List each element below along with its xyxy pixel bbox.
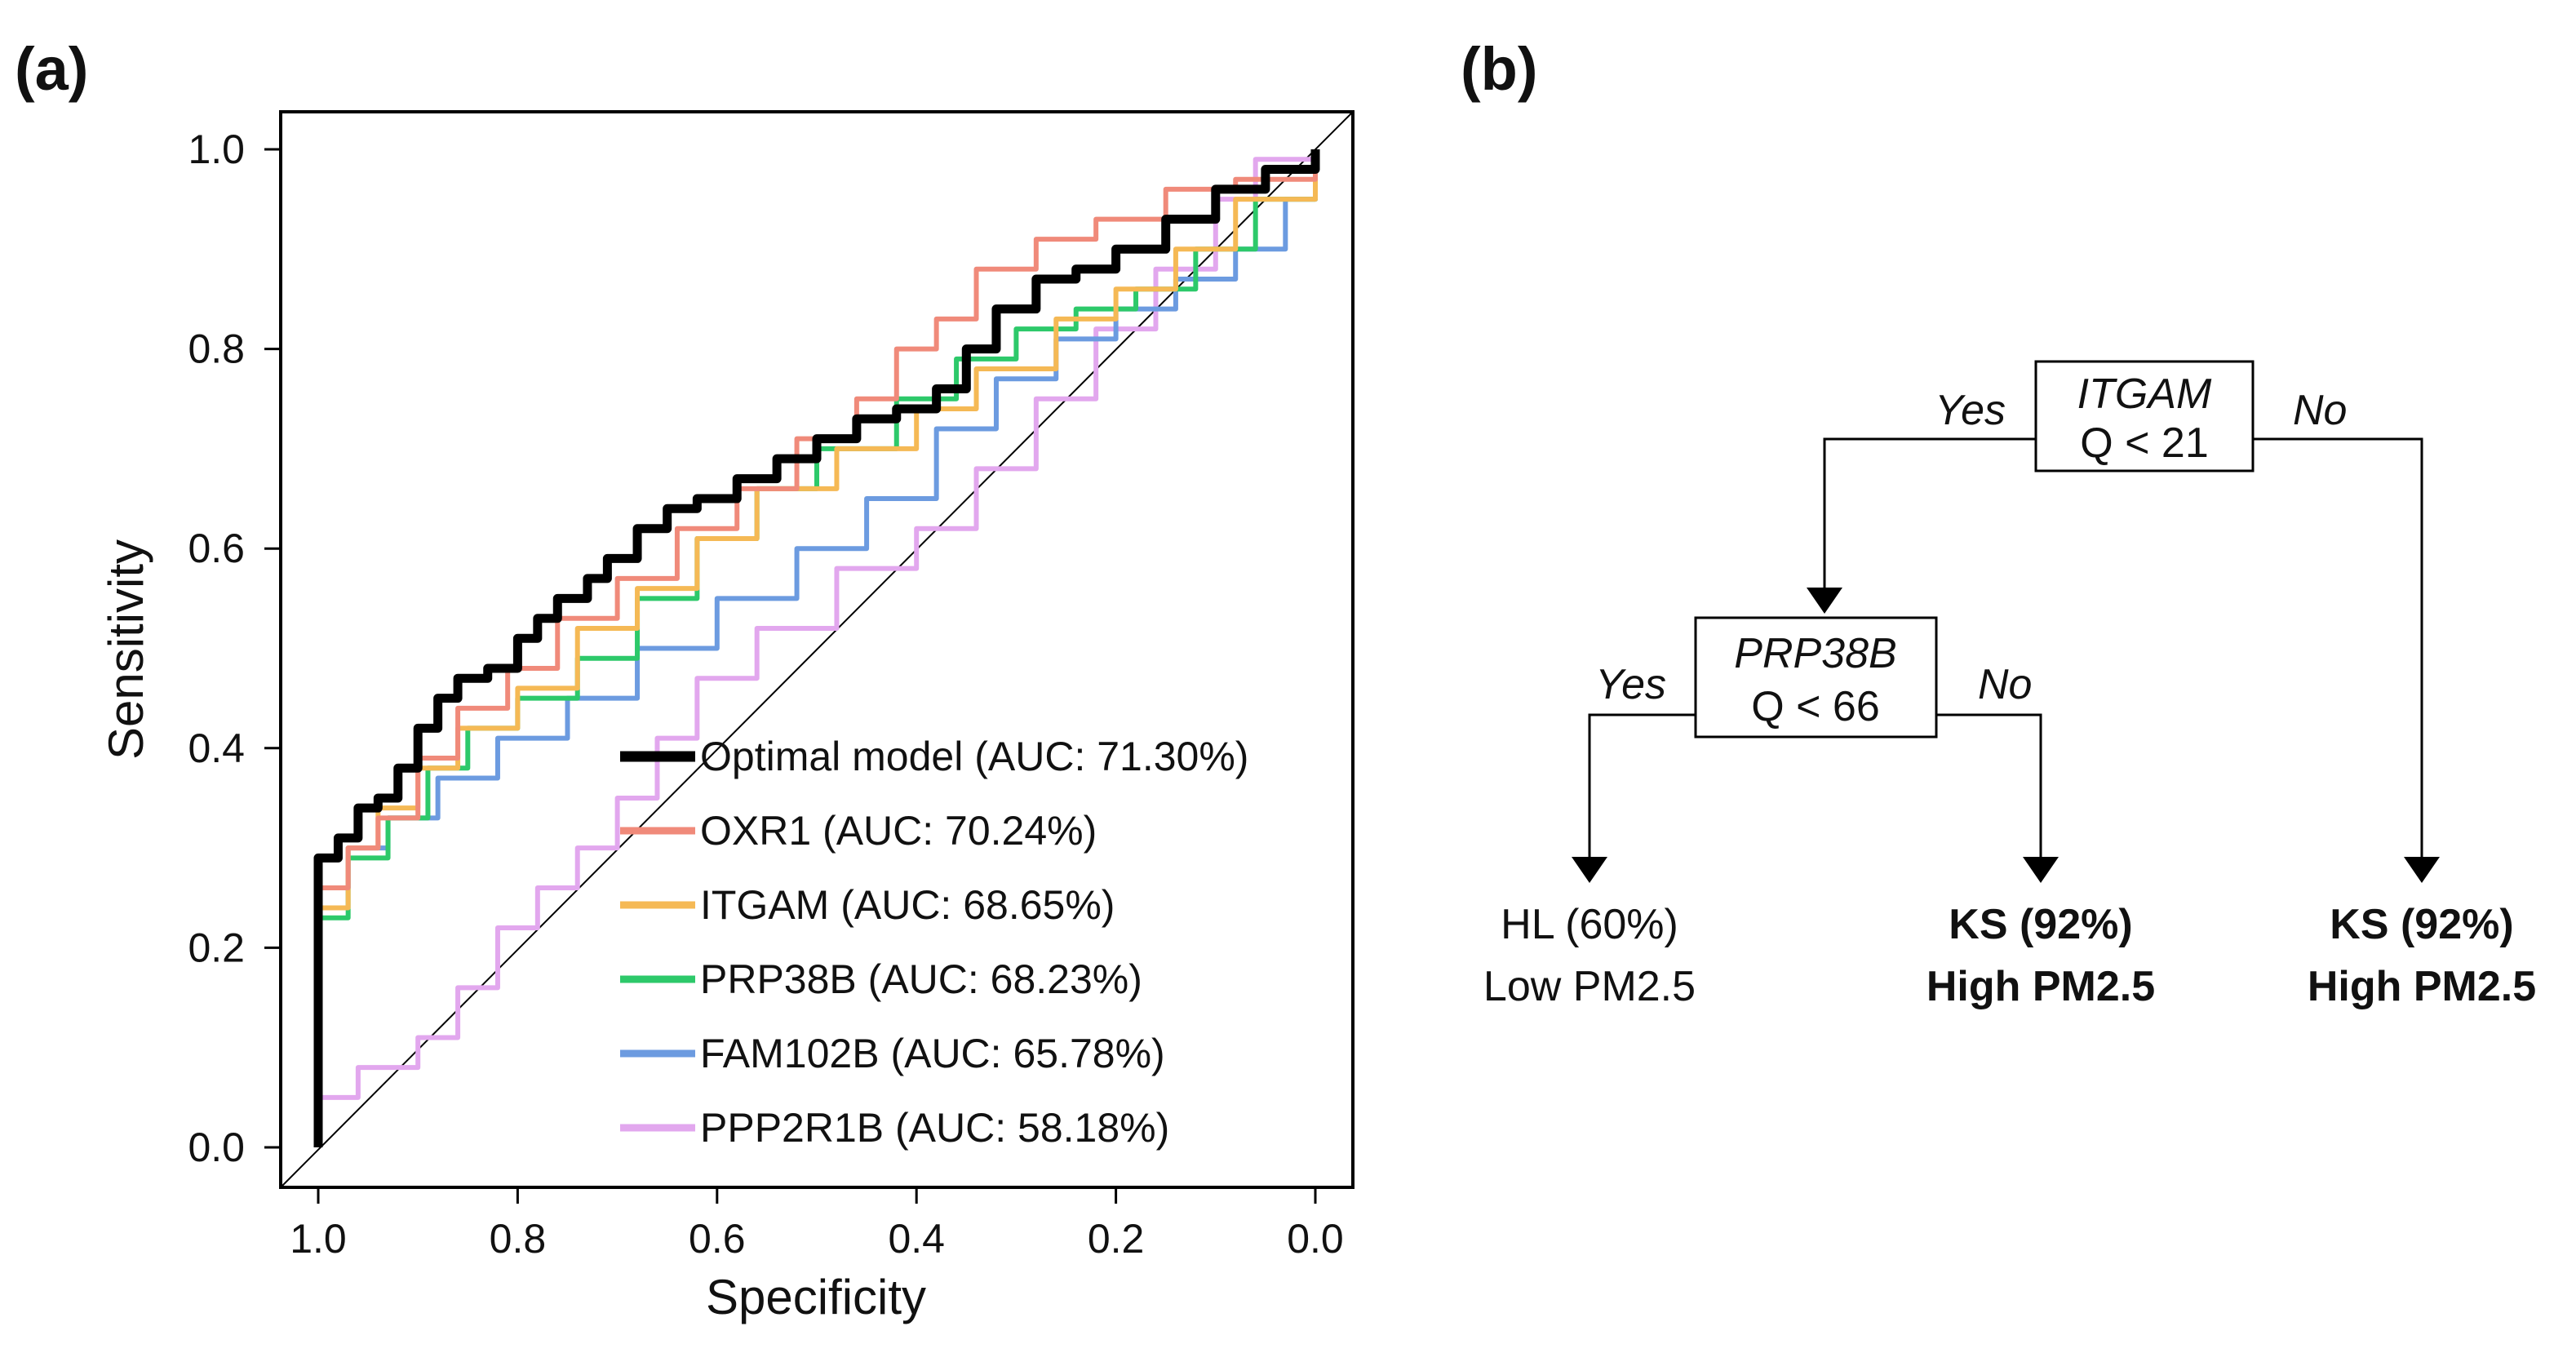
legend: Optimal model (AUC: 71.30%) OXR1 (AUC: 70… bbox=[620, 734, 1248, 1151]
legend-label: PRP38B (AUC: 68.23%) bbox=[700, 956, 1142, 1002]
root-node-condition: Q < 21 bbox=[2080, 419, 2209, 467]
root-yes-branch bbox=[1823, 437, 2037, 589]
inner-node-condition: Q < 66 bbox=[1751, 683, 1880, 730]
roc-chart: 1.0 0.8 0.6 0.4 0.2 0.0 0.0 0.2 0.4 0.6 0.8 1.0 Opt… bbox=[99, 110, 1355, 1324]
y-tick-label: 1.0 bbox=[188, 126, 245, 172]
legend-label: OXR1 (AUC: 70.24%) bbox=[700, 808, 1097, 854]
root-no-branch bbox=[2251, 437, 2423, 858]
roc-curve-optimal-model bbox=[313, 149, 1320, 1147]
y-tick-label: 0.6 bbox=[188, 526, 245, 571]
panel-a-label: (a) bbox=[15, 35, 88, 103]
roc-curve-itgam bbox=[316, 149, 1318, 1147]
root-node-gene: ITGAM bbox=[2077, 370, 2212, 418]
inner-yes-arrowhead bbox=[1572, 857, 1607, 883]
legend-label: ITGAM (AUC: 68.65%) bbox=[700, 882, 1115, 928]
leaf-2-level: High PM2.5 bbox=[1926, 963, 2155, 1010]
legend-label: FAM102B (AUC: 65.78%) bbox=[700, 1031, 1165, 1076]
reference-diagonal bbox=[280, 111, 1354, 1188]
x-tick-label: 0.6 bbox=[689, 1216, 746, 1262]
inner-no-label: No bbox=[1978, 661, 2032, 708]
legend-label: Optimal model (AUC: 71.30%) bbox=[700, 734, 1248, 779]
x-tick-label: 0.8 bbox=[490, 1216, 547, 1262]
inner-yes-label: Yes bbox=[1595, 661, 1666, 708]
leaf-3-class: KS (92%) bbox=[2330, 901, 2513, 948]
x-tick-label: 0.4 bbox=[888, 1216, 945, 1262]
decision-tree: ITGAM Q < 21 Yes No PRP38B Q < 66 Yes No… bbox=[1483, 360, 2536, 1010]
root-no-arrowhead bbox=[2404, 857, 2440, 883]
root-node-box bbox=[2034, 360, 2255, 472]
panel-b-label: (b) bbox=[1461, 35, 1538, 103]
y-tick-label: 0.0 bbox=[188, 1125, 245, 1170]
root-yes-label: Yes bbox=[1935, 387, 2006, 434]
leaf-3-level: High PM2.5 bbox=[2308, 963, 2536, 1010]
leaf-1-class: HL (60%) bbox=[1501, 901, 1678, 948]
inner-no-branch bbox=[1935, 713, 2042, 858]
inner-yes-branch bbox=[1588, 713, 1697, 858]
plot-frame bbox=[279, 110, 1355, 1189]
roc-curve-ppp2r1b bbox=[316, 149, 1318, 1147]
x-axis-label: Specificity bbox=[706, 1270, 926, 1324]
y-tick-label: 0.4 bbox=[188, 725, 245, 771]
x-tick-label: 0.0 bbox=[1287, 1216, 1344, 1262]
leaf-2-class: KS (92%) bbox=[1949, 901, 2132, 948]
y-tick-label: 0.2 bbox=[188, 925, 245, 970]
leaf-1-level: Low PM2.5 bbox=[1483, 963, 1696, 1010]
x-tick-label: 1.0 bbox=[290, 1216, 347, 1262]
legend-label: PPP2R1B (AUC: 58.18%) bbox=[700, 1105, 1169, 1151]
y-tick-label: 0.8 bbox=[188, 326, 245, 372]
root-yes-arrowhead bbox=[1807, 588, 1842, 614]
inner-no-arrowhead bbox=[2023, 857, 2059, 883]
root-no-label: No bbox=[2293, 387, 2347, 434]
x-tick-label: 0.2 bbox=[1088, 1216, 1145, 1262]
inner-node-box bbox=[1694, 616, 1938, 739]
y-axis-label: Sensitivity bbox=[99, 539, 153, 760]
roc-curve-oxr1 bbox=[316, 149, 1318, 1147]
inner-node-gene: PRP38B bbox=[1734, 630, 1896, 677]
